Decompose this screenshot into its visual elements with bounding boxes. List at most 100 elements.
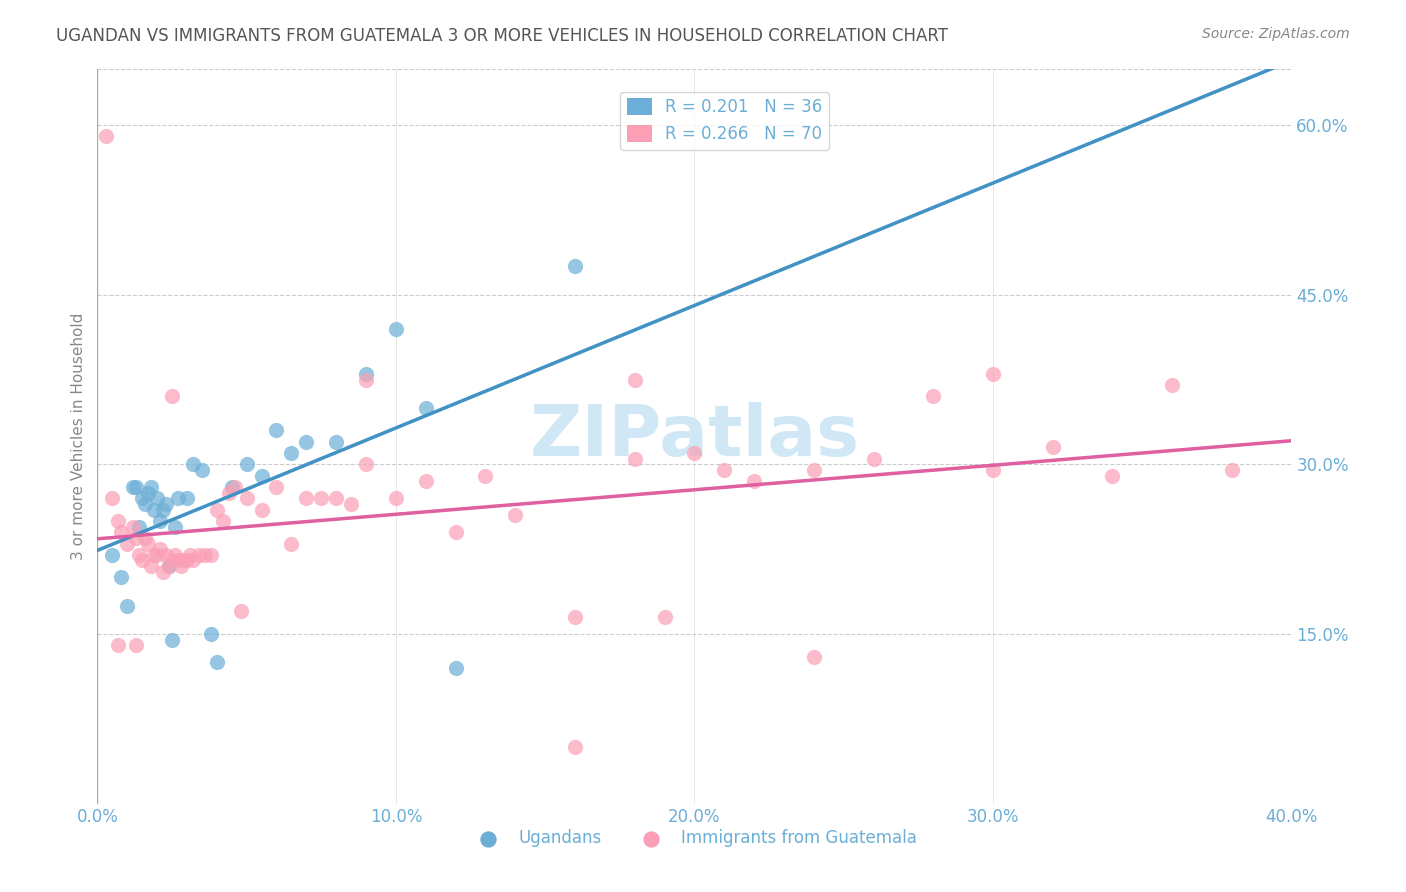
Point xyxy=(155,497,177,511)
Point xyxy=(125,638,148,652)
Point xyxy=(224,480,246,494)
Point xyxy=(1220,463,1243,477)
Point xyxy=(110,525,132,540)
Point xyxy=(266,480,288,494)
Point xyxy=(295,434,318,449)
Point xyxy=(160,553,183,567)
Point xyxy=(1161,378,1184,392)
Point xyxy=(155,548,177,562)
Point xyxy=(167,491,190,506)
Point xyxy=(564,260,586,274)
Point xyxy=(221,480,243,494)
Point xyxy=(136,536,159,550)
Point xyxy=(218,485,240,500)
Point xyxy=(107,638,129,652)
Point xyxy=(1042,441,1064,455)
Point xyxy=(325,434,347,449)
Point xyxy=(107,514,129,528)
Point xyxy=(623,372,645,386)
Point xyxy=(235,491,257,506)
Point xyxy=(354,458,377,472)
Point xyxy=(325,491,347,506)
Point xyxy=(139,559,162,574)
Point xyxy=(1101,468,1123,483)
Point xyxy=(415,475,437,489)
Point xyxy=(163,519,186,533)
Point xyxy=(295,491,318,506)
Point xyxy=(101,491,124,506)
Point xyxy=(128,548,150,562)
Point xyxy=(205,655,228,669)
Point xyxy=(280,446,302,460)
Y-axis label: 3 or more Vehicles in Household: 3 or more Vehicles in Household xyxy=(72,312,86,560)
Point xyxy=(205,502,228,516)
Point xyxy=(146,548,169,562)
Point xyxy=(179,548,201,562)
Point xyxy=(803,649,825,664)
Point xyxy=(115,599,138,613)
Text: ZIPatlas: ZIPatlas xyxy=(529,401,859,471)
Point xyxy=(503,508,526,523)
Text: UGANDAN VS IMMIGRANTS FROM GUATEMALA 3 OR MORE VEHICLES IN HOUSEHOLD CORRELATION: UGANDAN VS IMMIGRANTS FROM GUATEMALA 3 O… xyxy=(56,27,948,45)
Point xyxy=(309,491,332,506)
Point xyxy=(136,485,159,500)
Point xyxy=(131,553,153,567)
Point xyxy=(139,480,162,494)
Point xyxy=(176,491,198,506)
Point xyxy=(713,463,735,477)
Point xyxy=(149,542,172,557)
Text: Source: ZipAtlas.com: Source: ZipAtlas.com xyxy=(1202,27,1350,41)
Point xyxy=(235,458,257,472)
Point xyxy=(131,491,153,506)
Point xyxy=(266,424,288,438)
Point xyxy=(122,519,145,533)
Point xyxy=(149,514,172,528)
Point xyxy=(160,389,183,403)
Point xyxy=(157,559,180,574)
Point xyxy=(623,451,645,466)
Point xyxy=(474,468,496,483)
Point xyxy=(181,458,204,472)
Point xyxy=(250,468,273,483)
Point xyxy=(981,463,1004,477)
Point xyxy=(143,502,166,516)
Point xyxy=(803,463,825,477)
Point xyxy=(125,531,148,545)
Point xyxy=(160,632,183,647)
Point xyxy=(125,480,148,494)
Point xyxy=(564,740,586,755)
Point xyxy=(110,570,132,584)
Point xyxy=(354,367,377,381)
Point xyxy=(115,536,138,550)
Legend: Ugandans, Immigrants from Guatemala: Ugandans, Immigrants from Guatemala xyxy=(465,822,924,855)
Point xyxy=(444,661,467,675)
Point xyxy=(564,610,586,624)
Point xyxy=(354,372,377,386)
Point xyxy=(134,497,156,511)
Point xyxy=(229,604,252,618)
Point xyxy=(157,559,180,574)
Point xyxy=(862,451,884,466)
Point xyxy=(167,553,190,567)
Point xyxy=(173,553,195,567)
Point xyxy=(211,514,233,528)
Point xyxy=(191,463,214,477)
Point xyxy=(683,446,706,460)
Point xyxy=(176,553,198,567)
Point xyxy=(444,525,467,540)
Point xyxy=(122,480,145,494)
Point xyxy=(170,559,193,574)
Point xyxy=(385,321,408,335)
Point xyxy=(194,548,217,562)
Point xyxy=(250,502,273,516)
Point xyxy=(128,519,150,533)
Point xyxy=(385,491,408,506)
Point xyxy=(200,627,222,641)
Point xyxy=(163,548,186,562)
Point xyxy=(152,565,174,579)
Point xyxy=(143,548,166,562)
Point xyxy=(181,553,204,567)
Point xyxy=(742,475,765,489)
Point xyxy=(101,548,124,562)
Point xyxy=(981,367,1004,381)
